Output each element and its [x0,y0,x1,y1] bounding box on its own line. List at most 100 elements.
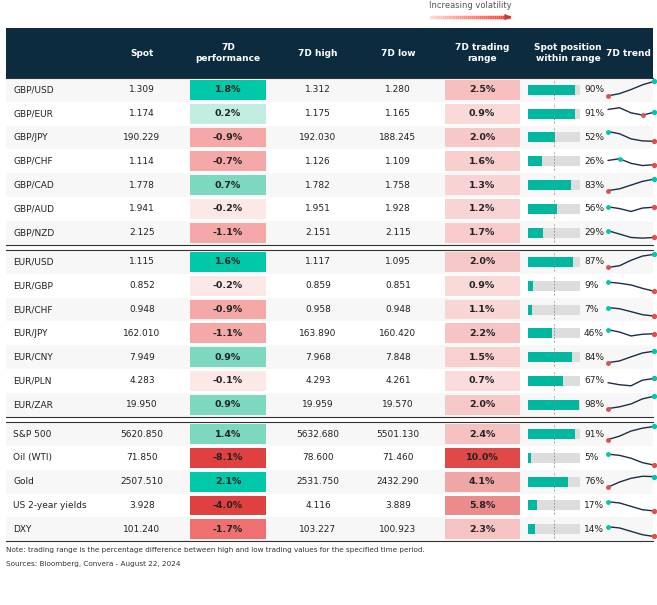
Text: 7.968: 7.968 [305,353,331,362]
Text: -0.7%: -0.7% [213,157,243,166]
FancyBboxPatch shape [445,104,520,123]
Text: 7D trading
range: 7D trading range [455,43,509,63]
Text: 1.4%: 1.4% [215,430,241,439]
FancyBboxPatch shape [445,424,520,444]
FancyBboxPatch shape [528,453,531,463]
FancyBboxPatch shape [445,299,520,319]
Text: 98%: 98% [584,401,604,410]
Text: 1.758: 1.758 [385,181,411,189]
Text: 1.312: 1.312 [305,85,331,94]
Text: Increasing volatility: Increasing volatility [428,1,511,10]
Text: 190.229: 190.229 [124,133,160,142]
Text: 2432.290: 2432.290 [376,477,419,486]
Text: 1.6%: 1.6% [215,258,241,266]
FancyBboxPatch shape [6,28,653,78]
FancyBboxPatch shape [191,80,265,100]
Text: 0.2%: 0.2% [215,109,241,118]
FancyBboxPatch shape [528,85,580,95]
FancyBboxPatch shape [528,227,580,238]
Text: 0.9%: 0.9% [215,401,241,410]
Text: Sources: Bloomberg, Convera - August 22, 2024: Sources: Bloomberg, Convera - August 22,… [6,561,181,567]
Text: 1.928: 1.928 [385,204,411,214]
FancyBboxPatch shape [191,472,265,492]
FancyBboxPatch shape [6,422,653,446]
FancyBboxPatch shape [528,156,580,166]
FancyBboxPatch shape [445,371,520,391]
Text: -4.0%: -4.0% [213,501,243,510]
Text: 90%: 90% [584,85,604,94]
Text: 0.958: 0.958 [305,305,331,314]
Text: 2.115: 2.115 [385,228,411,237]
Text: 5620.850: 5620.850 [120,430,164,439]
Text: Oil (WTI): Oil (WTI) [13,453,52,462]
Text: 19.950: 19.950 [126,401,158,410]
FancyBboxPatch shape [528,477,580,486]
Text: 0.9%: 0.9% [469,281,495,290]
FancyBboxPatch shape [191,324,265,343]
Text: 162.010: 162.010 [124,329,160,338]
FancyBboxPatch shape [6,149,653,173]
Text: 2.5%: 2.5% [469,85,495,94]
Text: 2.0%: 2.0% [469,258,495,266]
Text: 2.125: 2.125 [129,228,155,237]
Text: 101.240: 101.240 [124,525,160,534]
FancyBboxPatch shape [528,400,579,410]
Text: 87%: 87% [584,258,604,266]
Text: 9%: 9% [584,281,599,290]
Text: 19.959: 19.959 [302,401,334,410]
Text: 188.245: 188.245 [380,133,417,142]
Text: EUR/ZAR: EUR/ZAR [13,401,53,410]
Text: GBP/JPY: GBP/JPY [13,133,47,142]
Text: 2531.750: 2531.750 [296,477,340,486]
Text: 1.3%: 1.3% [469,181,495,189]
FancyBboxPatch shape [191,371,265,391]
FancyBboxPatch shape [445,472,520,492]
Text: 1.280: 1.280 [385,85,411,94]
FancyBboxPatch shape [6,126,653,149]
Text: 7.949: 7.949 [129,353,155,362]
FancyBboxPatch shape [528,304,532,315]
Text: 7.848: 7.848 [385,353,411,362]
Text: 91%: 91% [584,430,604,439]
Text: 2.0%: 2.0% [469,133,495,142]
FancyBboxPatch shape [191,151,265,171]
FancyBboxPatch shape [528,204,557,214]
FancyBboxPatch shape [528,376,563,386]
Text: 0.7%: 0.7% [215,181,241,189]
Text: 26%: 26% [584,157,604,166]
FancyBboxPatch shape [528,156,541,166]
FancyBboxPatch shape [445,223,520,243]
Text: EUR/USD: EUR/USD [13,258,53,266]
Text: 1.8%: 1.8% [215,85,241,94]
Text: 1.782: 1.782 [305,181,331,189]
FancyBboxPatch shape [6,517,653,541]
Text: 1.6%: 1.6% [469,157,495,166]
Text: -0.1%: -0.1% [213,376,243,385]
FancyBboxPatch shape [445,495,520,515]
FancyBboxPatch shape [528,85,575,95]
FancyBboxPatch shape [445,175,520,195]
Text: Note: trading range is the percentage difference between high and low trading va: Note: trading range is the percentage di… [6,547,424,553]
Text: 4.116: 4.116 [305,501,331,510]
FancyBboxPatch shape [528,180,580,190]
Text: EUR/GBP: EUR/GBP [13,281,53,290]
Text: GBP/NZD: GBP/NZD [13,228,55,237]
Text: 4.283: 4.283 [129,376,155,385]
Text: 163.890: 163.890 [300,329,336,338]
FancyBboxPatch shape [445,520,520,539]
FancyBboxPatch shape [191,347,265,367]
Text: S&P 500: S&P 500 [13,430,51,439]
Text: -8.1%: -8.1% [213,453,243,462]
Text: 0.852: 0.852 [129,281,155,290]
Text: 7%: 7% [584,305,599,314]
Text: -1.7%: -1.7% [213,525,243,534]
FancyBboxPatch shape [528,281,580,291]
FancyBboxPatch shape [191,199,265,219]
Text: 2.0%: 2.0% [469,401,495,410]
Text: 1.2%: 1.2% [469,204,495,214]
Text: 103.227: 103.227 [300,525,336,534]
Text: EUR/CNY: EUR/CNY [13,353,53,362]
FancyBboxPatch shape [528,257,574,267]
FancyBboxPatch shape [445,128,520,148]
Text: 52%: 52% [584,133,604,142]
